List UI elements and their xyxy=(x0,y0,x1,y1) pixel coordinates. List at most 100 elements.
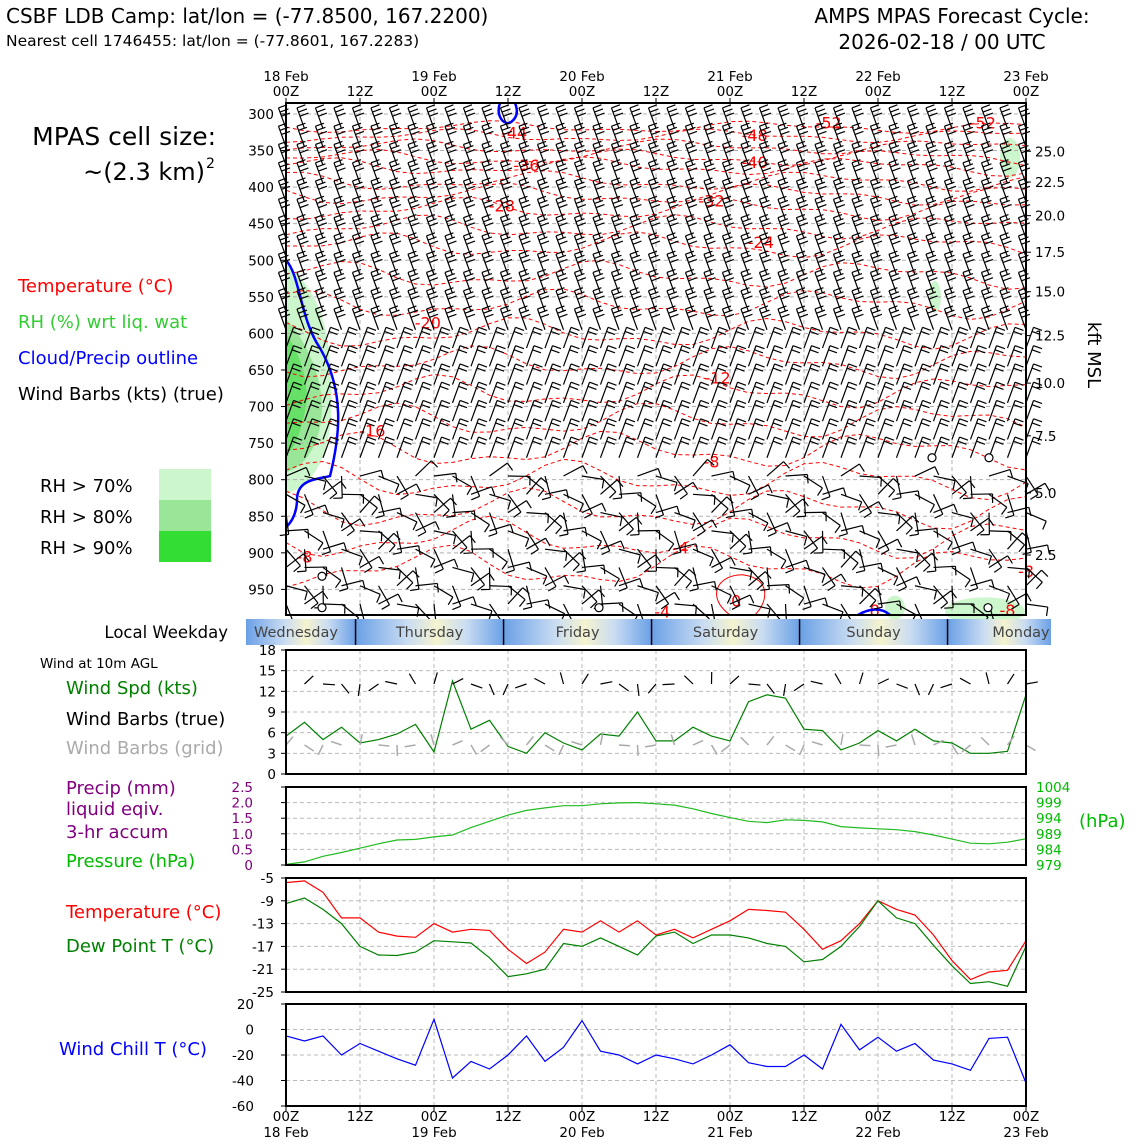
weekday-band-label: Local Weekday xyxy=(104,623,228,642)
wind-tick-label: 12 xyxy=(259,684,276,700)
kft-tick-label: 5.0 xyxy=(1035,486,1056,502)
top-time-label: 12Z xyxy=(791,84,817,100)
temperature-tick-label: -25 xyxy=(252,985,274,1001)
pressure-tick-label: 900 xyxy=(248,546,274,562)
pressure-tick-label: 989 xyxy=(1036,827,1062,843)
pressure-tick-label: 984 xyxy=(1036,842,1062,858)
kft-tick-label: 10.0 xyxy=(1035,376,1065,392)
cell-size-value: ~(2.3 km) xyxy=(83,158,205,186)
top-time-label: 12Z xyxy=(495,84,521,100)
top-date-label: 21 Feb xyxy=(707,69,752,85)
bottom-time-label: 12Z xyxy=(643,1109,669,1125)
kft-tick-label: 7.5 xyxy=(1035,429,1056,445)
wind-tick-label: 6 xyxy=(267,726,276,742)
pressure-tick-label: 750 xyxy=(248,436,274,452)
wind-barb-flag xyxy=(1034,419,1042,422)
wind-barb-flag xyxy=(1036,582,1042,589)
wind-barb-flag xyxy=(963,498,972,499)
wind-barb-flag xyxy=(1034,364,1042,367)
wind-barb-staff xyxy=(1026,364,1034,385)
top-date-label: 20 Feb xyxy=(559,69,604,85)
pressure-tick-label: 800 xyxy=(248,473,274,489)
isotherm-label: -36 xyxy=(513,156,539,175)
precip-legend-1: Precip (mm) xyxy=(66,778,176,799)
nearest-cell-subtitle: Nearest cell 1746455: lat/lon = (-77.860… xyxy=(6,32,419,50)
pressure-tick-label: 950 xyxy=(248,582,274,598)
top-date-label: 22 Feb xyxy=(855,69,900,85)
wind-tick-label: 9 xyxy=(267,705,276,721)
wind-barb-flag xyxy=(1032,350,1040,353)
precip-tick-label: 1.5 xyxy=(232,811,253,827)
pressure-tick-label: 450 xyxy=(248,217,274,233)
weekday-name: Saturday xyxy=(693,625,759,641)
bottom-time-label: 12Z xyxy=(939,1109,965,1125)
bottom-time-label: 12Z xyxy=(791,1109,817,1125)
bottom-time-label: 00Z xyxy=(1013,1109,1039,1125)
wind-barbs-true-legend: Wind Barbs (true) xyxy=(66,709,225,730)
precip-legend-3: 3-hr accum xyxy=(66,822,168,843)
top-date-label: 19 Feb xyxy=(411,69,456,85)
bottom-time-label: 00Z xyxy=(865,1109,891,1125)
wind-barb-flag xyxy=(797,516,806,517)
pressure-unit-label: (hPa) xyxy=(1079,811,1126,832)
wind-barb-grid xyxy=(379,745,390,746)
wind-barb-flag xyxy=(1032,405,1040,408)
kft-tick-label: 17.5 xyxy=(1035,245,1065,261)
calm-wind-circle xyxy=(985,454,993,462)
windchill-tick-label: -40 xyxy=(232,1074,254,1090)
wind-barb-staff xyxy=(1026,346,1034,367)
wind-barb-flag xyxy=(630,535,639,536)
pressure-legend: Pressure (hPa) xyxy=(66,851,195,872)
cell-size-label: MPAS cell size: xyxy=(32,122,216,151)
pressure-tick-label: 500 xyxy=(248,253,274,269)
kft-tick-label: 2.5 xyxy=(1035,548,1056,564)
bottom-time-label: 00Z xyxy=(569,1109,595,1125)
wind-tick-label: 18 xyxy=(259,643,276,659)
precip-tick-label: 0 xyxy=(244,858,253,874)
wind-barb-grid xyxy=(1026,745,1036,751)
precip-tick-label: 2.0 xyxy=(232,796,253,812)
wind-barb-flag xyxy=(297,571,306,572)
legend-rh70-swatch xyxy=(159,469,211,500)
pressure-tick-label: 700 xyxy=(248,400,274,416)
legend-rh70-label: RH > 70% xyxy=(40,476,133,497)
bottom-time-label: 00Z xyxy=(421,1109,447,1125)
temperature-tick-label: -13 xyxy=(252,917,274,933)
calm-wind-circle xyxy=(318,604,326,612)
top-time-label: 12Z xyxy=(939,84,965,100)
top-time-label: 00Z xyxy=(717,84,743,100)
kft-axis-label: kft MSL xyxy=(1083,322,1104,388)
temperature-tick-label: -17 xyxy=(252,939,274,955)
pressure-tick-label: 350 xyxy=(248,144,274,160)
station-title: CSBF LDB Camp: lat/lon = (-77.8500, 167.… xyxy=(6,4,488,28)
top-time-label: 12Z xyxy=(643,84,669,100)
pressure-tick-label: 979 xyxy=(1036,858,1062,874)
kft-tick-label: 15.0 xyxy=(1035,285,1065,301)
wind-barb-flag xyxy=(1032,423,1040,426)
kft-tick-label: 20.0 xyxy=(1035,209,1065,225)
wind-barb-true xyxy=(323,684,335,685)
weekday-name: Wednesday xyxy=(254,625,338,641)
calm-wind-circle xyxy=(984,604,992,612)
windchill-tick-label: -60 xyxy=(232,1099,254,1115)
forecast-cycle-date: 2026-02-18 / 00 UTC xyxy=(838,30,1045,54)
top-time-label: 00Z xyxy=(273,84,299,100)
bottom-time-label: 00Z xyxy=(717,1109,743,1125)
pressure-tick-label: 650 xyxy=(248,363,274,379)
calm-wind-circle xyxy=(595,604,603,612)
wind-barb-staff xyxy=(1026,604,1048,607)
precip-legend-2: liquid eqiv. xyxy=(66,799,163,820)
calm-wind-circle xyxy=(928,454,936,462)
legend-rh80-swatch xyxy=(159,500,211,531)
wind-tick-label: 0 xyxy=(267,767,276,783)
temperature-legend: Temperature (°C) xyxy=(65,902,221,923)
weekday-name: Thursday xyxy=(395,625,464,641)
dewpoint-legend: Dew Point T (°C) xyxy=(66,936,214,957)
isotherm-label: -4 xyxy=(654,602,670,621)
top-time-label: 00Z xyxy=(421,84,447,100)
pressure-tick-label: 850 xyxy=(248,509,274,525)
wind-barb-true xyxy=(663,684,675,685)
bottom-date-label: 23 Feb xyxy=(1003,1125,1048,1140)
